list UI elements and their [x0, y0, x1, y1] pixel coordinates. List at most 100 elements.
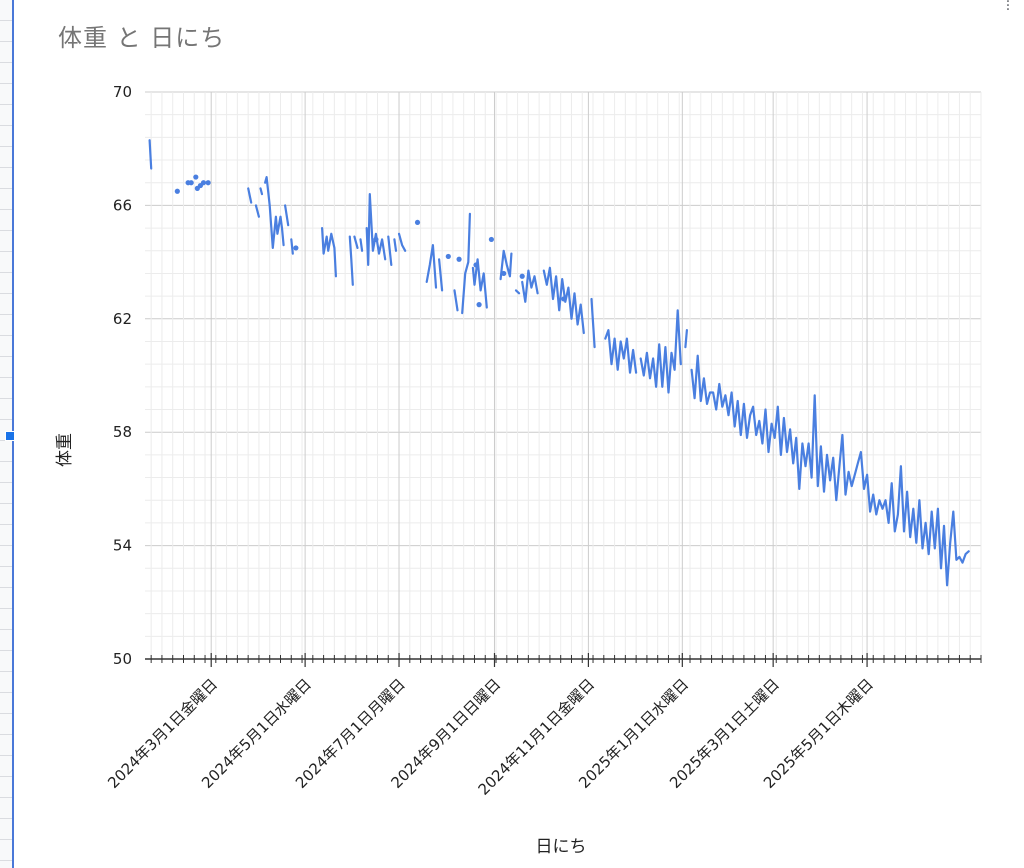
series-line-segment [604, 329, 638, 374]
series-line-segment [590, 297, 596, 349]
sheet-row-line [0, 461, 12, 462]
series-weight [148, 139, 970, 587]
sheet-row-line [0, 398, 12, 399]
data-point [293, 245, 299, 251]
data-point [476, 302, 482, 308]
data-point [205, 180, 211, 186]
data-point [200, 180, 207, 186]
sheet-row-line [0, 251, 12, 252]
data-point [561, 296, 567, 302]
series-line-segment [247, 187, 253, 204]
series-line-segment [254, 204, 260, 218]
data-point [501, 270, 507, 277]
series-line-segment [453, 289, 459, 312]
sheet-row-line [0, 20, 12, 21]
data-point [373, 236, 379, 243]
series-line-segment [438, 258, 444, 292]
sheet-row-line [0, 755, 12, 756]
data-point [174, 188, 180, 194]
data-point [445, 253, 451, 260]
sheet-row-line [0, 272, 12, 273]
y-tick-label: 58 [113, 423, 132, 441]
sheet-row-line [0, 377, 12, 378]
series-line-segment [542, 266, 585, 335]
chart-resize-handle[interactable] [5, 431, 15, 441]
y-tick-label: 62 [113, 310, 132, 328]
series-line-segment [264, 176, 285, 249]
sheet-row-line [0, 41, 12, 42]
sheet-row-line [0, 692, 12, 693]
sheet-row-line [0, 209, 12, 210]
chart-title: 体重 と 日にち [58, 24, 226, 52]
series-line-segment [690, 354, 970, 587]
data-point [193, 174, 199, 180]
series-line-segment [521, 269, 539, 303]
y-tick-label: 70 [113, 83, 132, 101]
sheet-row-line [0, 671, 12, 672]
series-line-segment [425, 244, 438, 289]
y-axis-title: 体重 [55, 433, 75, 467]
series-line-segment [397, 232, 407, 252]
sheet-row-line [0, 818, 12, 819]
series-line-segment [359, 238, 364, 252]
sheet-row-line [0, 776, 12, 777]
sheet-row-line [0, 482, 12, 483]
x-axis-title: 日にち [536, 837, 587, 857]
data-point [488, 236, 495, 243]
sheet-row-line [0, 860, 12, 861]
more-options-icon[interactable]: · · · [1005, 0, 1011, 18]
y-tick-label: 54 [113, 537, 132, 555]
sheet-row-line [0, 839, 12, 840]
sheet-row-line [0, 335, 12, 336]
sheet-row-line [0, 419, 12, 420]
series-line-segment [514, 289, 521, 295]
sheet-row-line [0, 125, 12, 126]
series-line-segment [393, 238, 398, 252]
sheet-row-line [0, 83, 12, 84]
sheet-row-line [0, 146, 12, 147]
data-point [414, 219, 421, 226]
sheet-row-line [0, 734, 12, 735]
sheet-row-line [0, 524, 12, 525]
series-line-segment [284, 204, 290, 227]
sheet-row-line [0, 503, 12, 504]
series-line-segment [471, 258, 488, 309]
series-line-segment [290, 238, 294, 255]
series-line-segment [387, 235, 393, 266]
y-tick-label: 50 [113, 650, 132, 668]
sheet-row-line [0, 230, 12, 231]
sheet-row-line [0, 713, 12, 714]
sheet-row-line [0, 629, 12, 630]
series-line-segment [684, 329, 688, 349]
series-line-segment [639, 309, 682, 394]
sheet-row-line [0, 188, 12, 189]
series-line-segment [321, 227, 337, 278]
sheet-row-line [0, 797, 12, 798]
series-line-segment [259, 187, 264, 196]
sheet-row-line [0, 314, 12, 315]
sheet-row-line [0, 356, 12, 357]
sheet-row-line [0, 608, 12, 609]
series-line-segment [348, 235, 354, 286]
sheet-row-line [0, 293, 12, 294]
sheet-row-line [0, 587, 12, 588]
axes [145, 653, 982, 667]
series-line-segment [365, 193, 387, 266]
data-point [519, 273, 525, 279]
series-line-segment [499, 249, 513, 281]
y-tick-label: 66 [113, 196, 132, 214]
sheet-row-line [0, 566, 12, 567]
sheet-row-line [0, 545, 12, 546]
series-line-segment [148, 139, 153, 170]
data-point [473, 262, 479, 268]
series-line-segment [353, 235, 359, 249]
sheet-row-line [0, 62, 12, 63]
sheet-row-line [0, 650, 12, 651]
grid-lines [145, 91, 982, 660]
series-line-segment [461, 212, 471, 315]
sheet-row-line [0, 104, 12, 105]
data-point [188, 180, 194, 186]
data-point [456, 256, 462, 262]
sheet-row-line [0, 167, 12, 168]
